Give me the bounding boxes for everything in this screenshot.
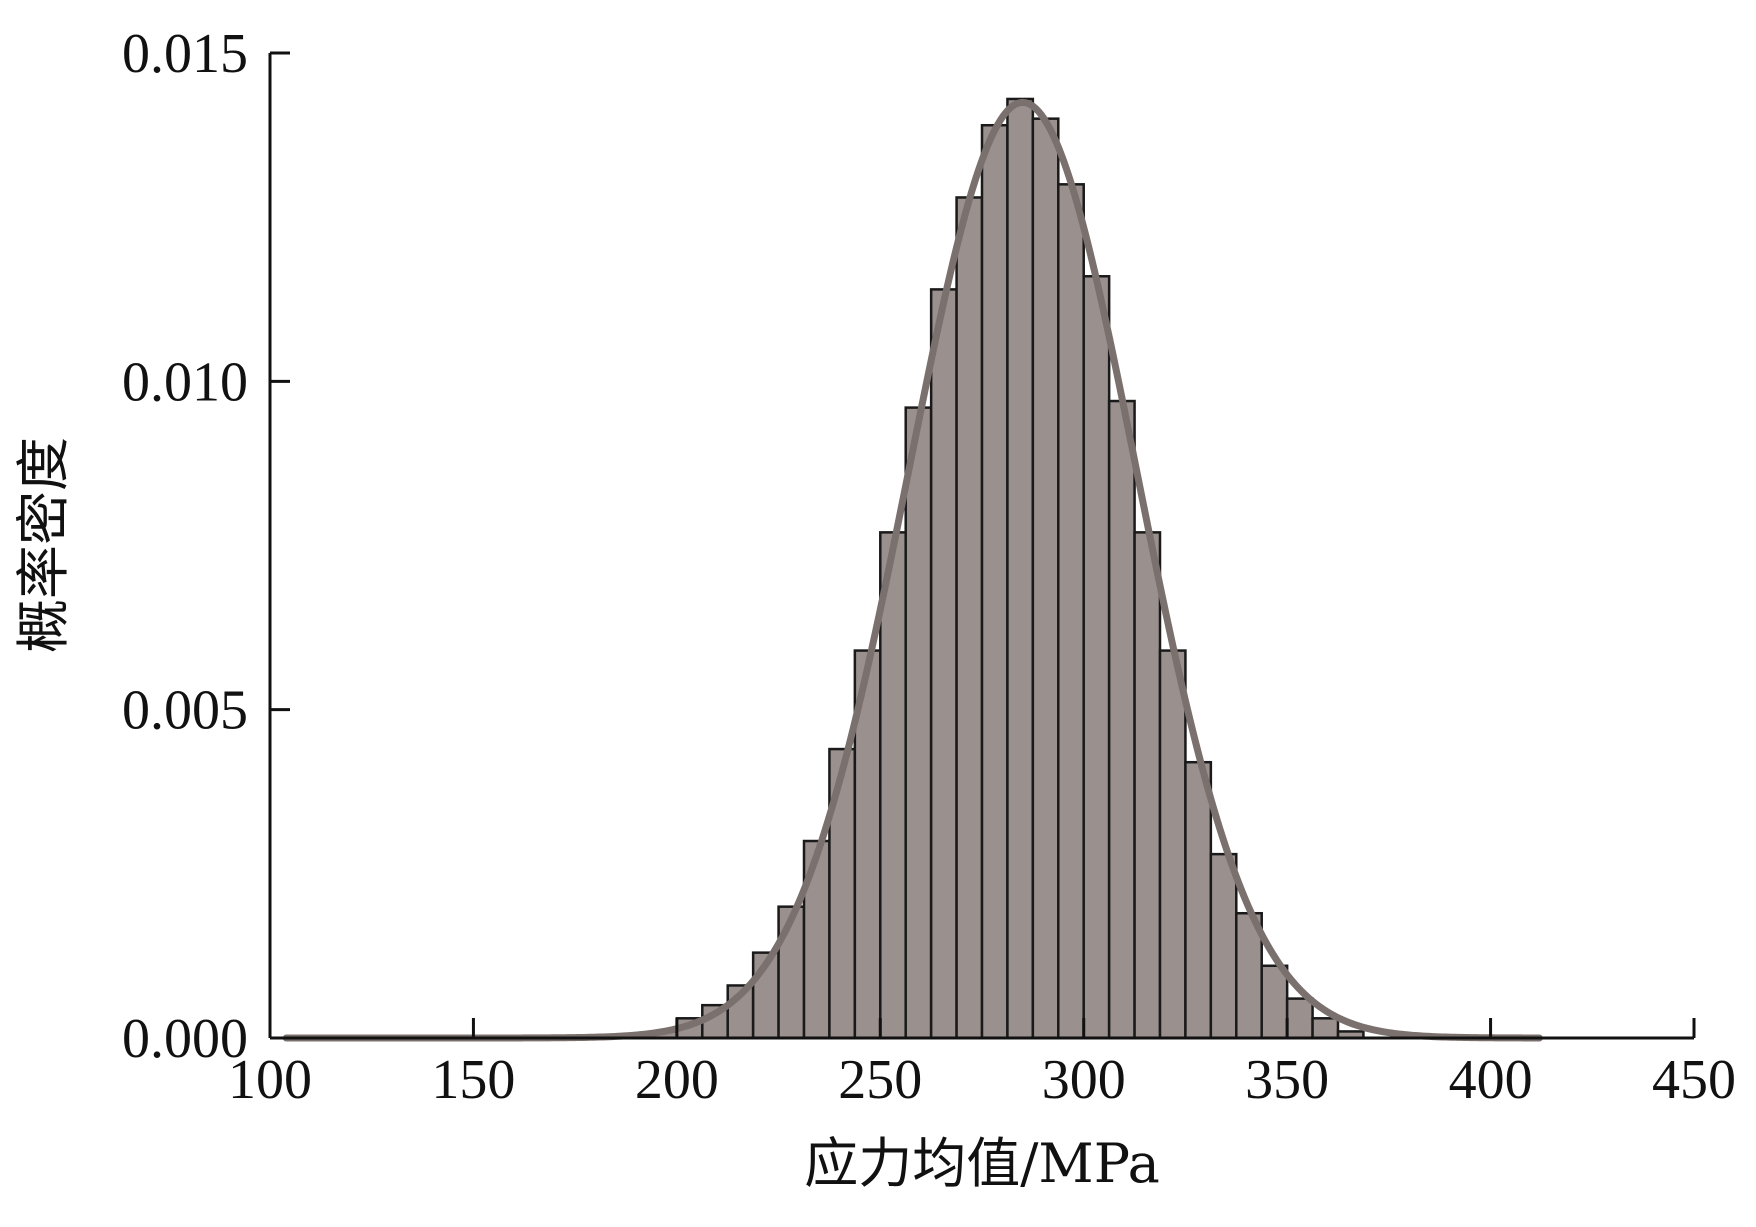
histogram-bar xyxy=(1158,649,1187,1040)
histogram-bar xyxy=(1311,1017,1340,1040)
x-tick-label: 450 xyxy=(1652,1049,1736,1111)
histogram-bar xyxy=(1285,997,1314,1040)
x-tick-label: 400 xyxy=(1449,1049,1533,1111)
histogram-bar xyxy=(1184,760,1213,1040)
histogram-bar xyxy=(1006,97,1035,1040)
x-axis-ticks: 100 150 200 250 300 350 400 450 xyxy=(228,1018,1736,1111)
x-tick-label: 300 xyxy=(1042,1049,1126,1111)
y-axis-title: 概率密度 xyxy=(12,437,75,653)
histogram-bar xyxy=(1133,531,1162,1040)
y-tick-label: 0.010 xyxy=(122,351,248,413)
y-axis-ticks: 0.000 0.005 0.010 0.015 xyxy=(122,23,290,1070)
histogram-bar xyxy=(1031,117,1060,1040)
histogram-bar xyxy=(980,123,1009,1040)
histogram-bar xyxy=(955,196,984,1040)
histogram-bar xyxy=(1260,964,1289,1040)
x-axis-title: 应力均值/MPa xyxy=(804,1132,1160,1195)
histogram-bar xyxy=(1107,399,1136,1040)
histogram-bar xyxy=(929,288,958,1040)
histogram-bars xyxy=(650,97,1365,1040)
histogram-bar xyxy=(1057,183,1085,1040)
x-tick-label: 250 xyxy=(838,1049,922,1111)
y-tick-label: 0.005 xyxy=(122,680,248,742)
histogram-bar xyxy=(1209,852,1238,1040)
x-tick-label: 150 xyxy=(431,1049,515,1111)
x-tick-label: 100 xyxy=(228,1049,312,1111)
x-tick-label: 200 xyxy=(635,1049,719,1111)
histogram-bar xyxy=(1082,275,1111,1040)
x-tick-label: 350 xyxy=(1245,1049,1329,1111)
y-tick-label: 0.000 xyxy=(122,1008,248,1070)
y-tick-label: 0.015 xyxy=(122,23,248,85)
histogram-bar xyxy=(904,406,933,1040)
